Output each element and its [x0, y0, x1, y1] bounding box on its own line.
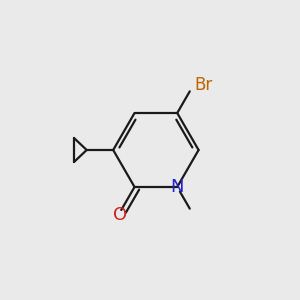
- Text: O: O: [113, 206, 127, 224]
- Text: N: N: [170, 178, 184, 196]
- Text: Br: Br: [194, 76, 212, 94]
